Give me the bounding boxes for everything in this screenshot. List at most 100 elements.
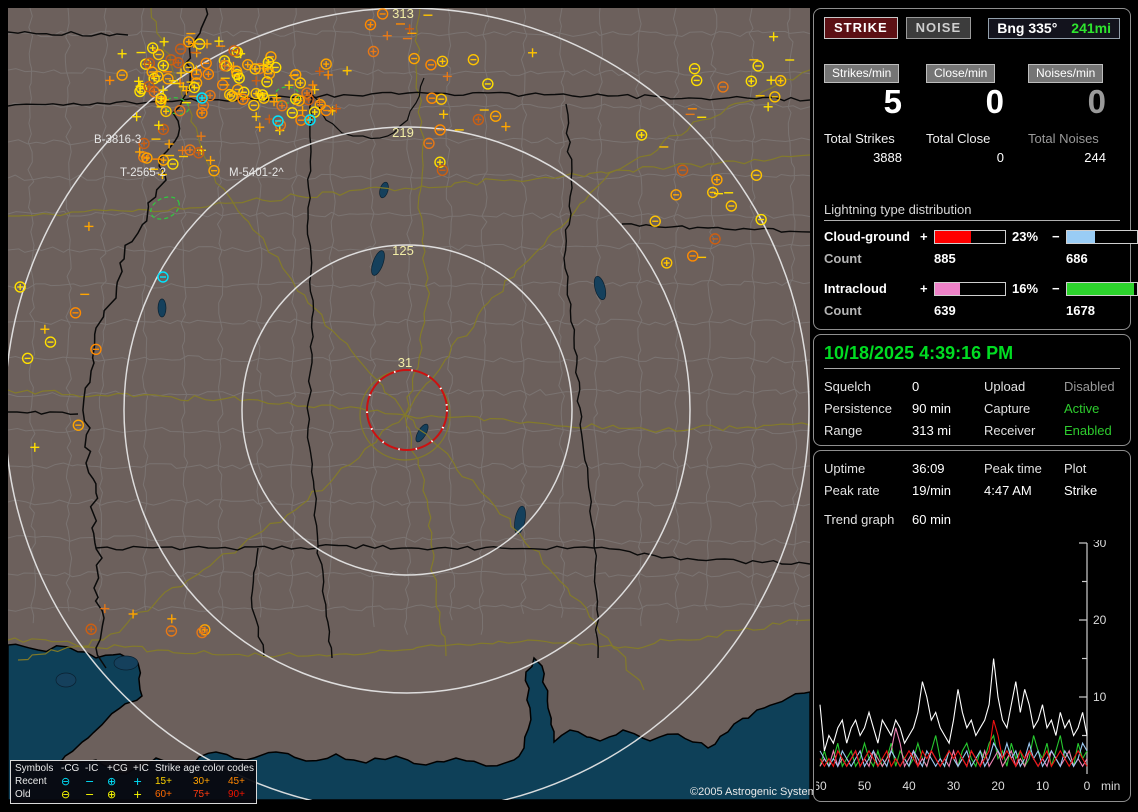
minus-icon: − — [85, 788, 95, 801]
trend-graph: 10 20 30 60 50 40 30 20 10 0 min — [816, 540, 1120, 793]
strike-symbol — [105, 75, 115, 85]
strike-symbol — [202, 39, 212, 49]
strike-symbol — [707, 186, 719, 199]
strike-symbol — [84, 221, 94, 231]
cloud-ground-label: Cloud-ground — [824, 229, 910, 244]
strike-symbol — [294, 77, 307, 89]
cg-plus-bar — [934, 229, 1006, 244]
plot-label: Plot — [1064, 461, 1087, 476]
strike-symbol — [434, 156, 446, 168]
strike-symbol — [750, 169, 763, 181]
total-close-label: Total Close — [926, 131, 991, 146]
strike-symbol — [162, 73, 174, 85]
strike-symbol — [192, 147, 205, 159]
trend-series--cg — [819, 719, 1088, 768]
ic-plus-bar — [934, 281, 1006, 296]
trend-graph-label: Trend graph — [824, 512, 895, 527]
strike-symbol — [745, 75, 758, 87]
ic-plus-pct: 16% — [1012, 281, 1039, 296]
tennessee-river — [309, 77, 425, 140]
strike-symbol — [298, 105, 308, 115]
strike-symbol — [206, 155, 216, 165]
strike-symbol — [423, 137, 435, 150]
strike-symbols — [14, 8, 795, 639]
strike-symbol — [467, 53, 480, 66]
datetime-display: 10/18/2025 4:39:16 PM — [824, 343, 1120, 369]
close-ring-label: 31 — [398, 355, 412, 370]
strike-symbol — [160, 105, 172, 118]
strike-symbol — [135, 82, 148, 95]
strike-symbol — [238, 86, 250, 98]
strikes-per-min-button[interactable]: Strikes/min — [824, 64, 900, 83]
strike-symbol — [661, 257, 673, 269]
strike-symbol — [128, 609, 138, 619]
strike-symbol — [158, 85, 168, 95]
strike-symbol — [72, 419, 85, 431]
age-code: 90+ — [228, 789, 245, 800]
strike-symbol — [472, 113, 485, 126]
strike-symbol — [202, 68, 215, 80]
intracloud-label: Intracloud — [824, 281, 887, 296]
strike-symbol — [763, 102, 773, 112]
strike-symbol — [301, 87, 313, 99]
circle-minus-icon: ⊖ — [61, 788, 71, 801]
strike-symbol — [408, 52, 420, 65]
strike-symbol — [237, 93, 249, 105]
mississippi-river — [82, 8, 209, 669]
strike-symbol — [284, 80, 294, 90]
close-alarm-ring-ticks — [366, 369, 448, 451]
strike-symbol — [159, 37, 169, 47]
strike-symbol — [138, 137, 150, 150]
strike-symbol — [248, 99, 260, 112]
trend-graph-value: 60 min — [912, 512, 952, 527]
lightning-map[interactable]: 313 219 125 31 B-3816-3 T-2565-2 M-5401-2^ — [8, 8, 810, 800]
strike-symbol — [208, 164, 220, 177]
peak-rate-value: 19/min — [912, 483, 952, 498]
strike-symbol — [489, 110, 502, 122]
cg-minus-count: 686 — [1066, 251, 1088, 266]
strike-symbol — [670, 189, 682, 201]
close-per-min-button[interactable]: Close/min — [926, 64, 996, 83]
peak-rate-label: Peak rate — [824, 483, 880, 498]
total-noises-value: 244 — [1084, 150, 1106, 165]
strike-symbol — [214, 36, 224, 46]
age-code: 30+ — [193, 776, 210, 787]
setting-label: Receiver — [984, 423, 1036, 438]
minus-sign: − — [1052, 281, 1060, 296]
ic-count-label: Count — [824, 303, 862, 318]
strike-symbol — [425, 59, 437, 71]
legend-age-title: Strike age color codes — [155, 763, 254, 774]
distribution-title: Lightning type distribution — [824, 202, 1120, 221]
strike-symbol — [242, 58, 254, 71]
strike-symbol — [293, 94, 305, 107]
strike-symbol — [40, 324, 50, 334]
strike-symbol — [264, 114, 274, 124]
noise-button[interactable]: NOISE — [905, 17, 972, 39]
strike-symbol — [774, 75, 787, 87]
lake — [379, 181, 389, 199]
strike-symbol — [21, 352, 34, 365]
lake — [371, 250, 385, 276]
setting-status: Active — [1064, 401, 1100, 416]
legend-header: +CG — [107, 763, 128, 774]
strike-button[interactable]: STRIKE — [824, 17, 898, 39]
noises-per-min-button[interactable]: Noises/min — [1028, 64, 1104, 83]
strike-symbol — [635, 129, 648, 141]
circle-plus-icon: ⊕ — [107, 775, 117, 788]
strike-symbol — [272, 93, 282, 103]
strike-symbol — [251, 112, 261, 122]
strike-symbol — [189, 38, 199, 48]
strike-symbol — [152, 48, 165, 61]
strike-symbol — [752, 60, 764, 72]
strike-symbol — [688, 62, 701, 75]
range-ring-label: 219 — [392, 125, 414, 140]
bearing-label: Bng 335° — [997, 19, 1058, 36]
legend-header: +IC — [133, 763, 149, 774]
strike-symbol — [769, 32, 779, 42]
cg-plus-pct: 23% — [1012, 229, 1039, 244]
trend-y-tick-label: 30 — [1093, 540, 1107, 550]
strike-symbol — [272, 115, 284, 127]
strike-symbol — [436, 55, 449, 68]
strike-symbol — [172, 57, 184, 69]
strike-symbol — [405, 24, 415, 34]
